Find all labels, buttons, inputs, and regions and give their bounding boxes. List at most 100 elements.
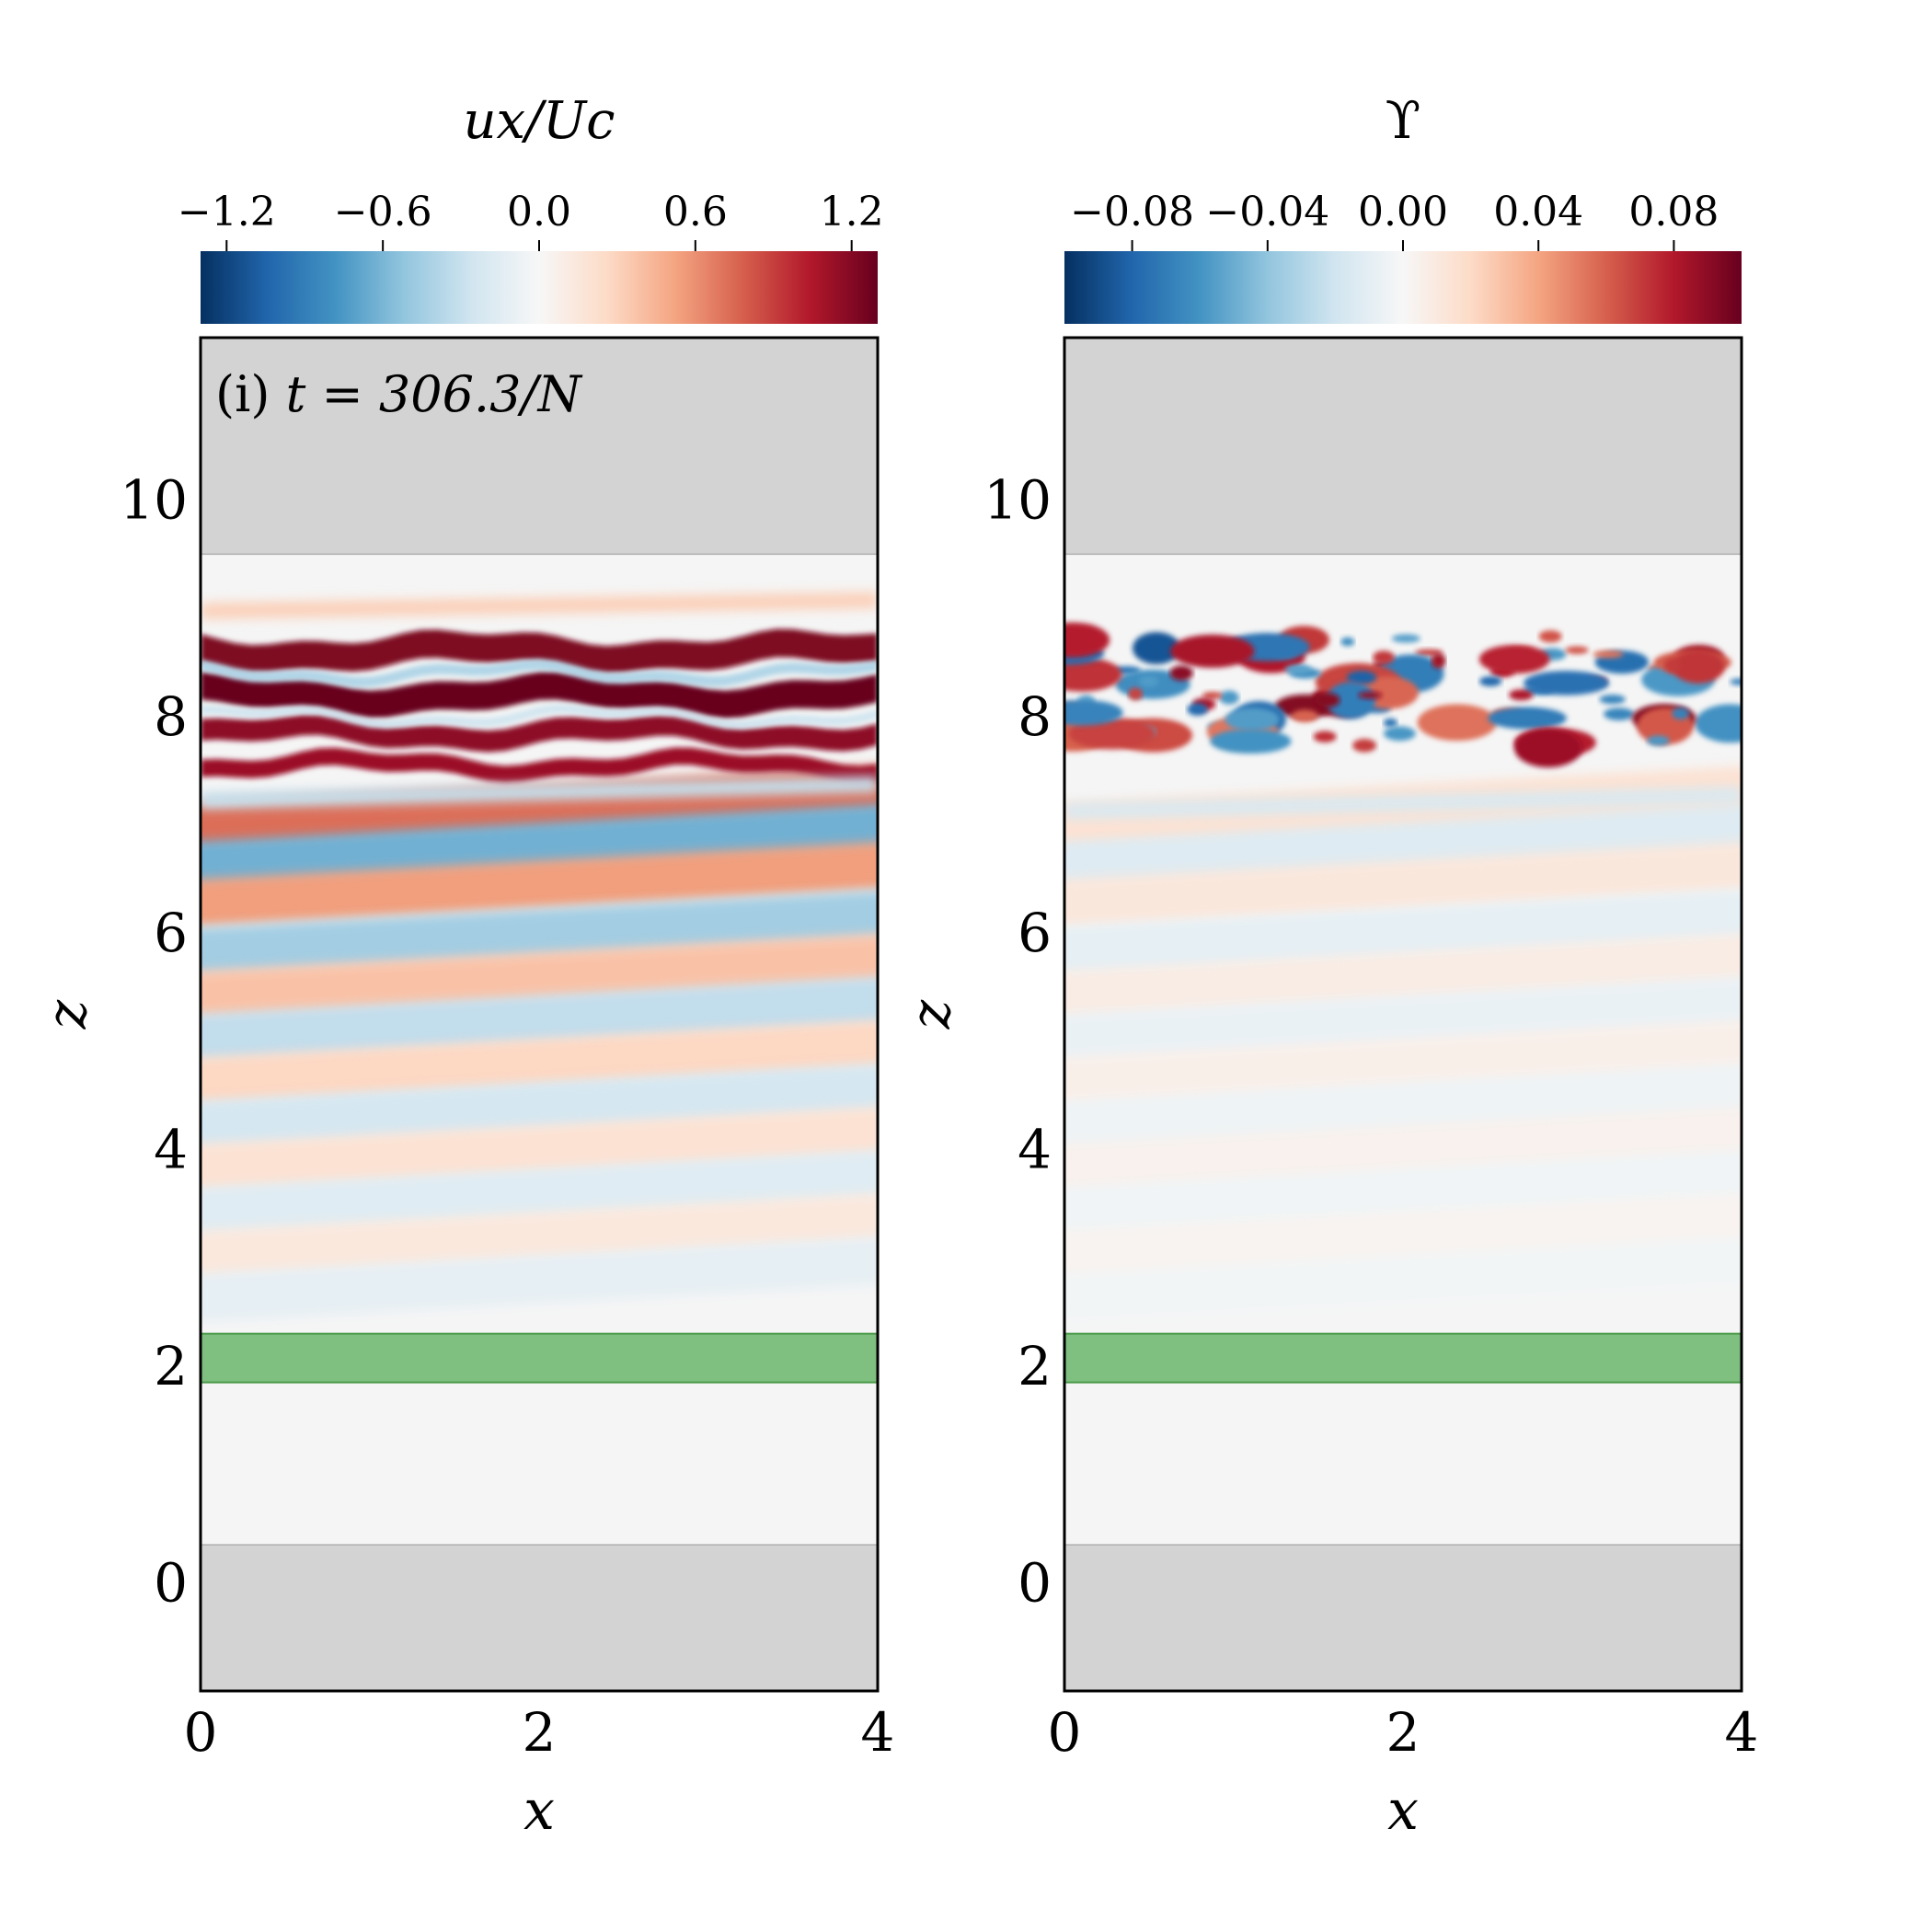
- wave-band: [1064, 804, 1742, 890]
- vortex-blob: [1219, 690, 1239, 705]
- jet-band: [201, 659, 878, 688]
- wave-band: [1064, 1236, 1742, 1322]
- plot-frame-left: [199, 336, 880, 1693]
- y-tick-label: 8: [154, 685, 188, 748]
- wave-band: [201, 1236, 878, 1322]
- vortex-blob: [1730, 678, 1742, 685]
- vortex-blob: [1326, 682, 1376, 719]
- vortex-blob: [1284, 664, 1312, 675]
- wave-band: [201, 1193, 878, 1279]
- colorbar-tick-label: 0.00: [1358, 189, 1448, 236]
- vortex-blob: [1138, 675, 1159, 687]
- wave-band: [201, 804, 878, 890]
- x-tick-label: 2: [523, 1701, 557, 1764]
- wave-band: [1064, 891, 1742, 976]
- panel-label: (i): [215, 365, 286, 423]
- vortex-blob: [1604, 707, 1635, 720]
- vortex-blob: [1478, 676, 1502, 687]
- vortex-blob: [1340, 637, 1355, 647]
- wave-band: [1064, 977, 1742, 1063]
- colorbar-tick-label: −0.08: [1070, 189, 1194, 236]
- y-tick-label: 0: [154, 1551, 188, 1614]
- left-panel: ux/Uc −1.2 −0.6 0.0 0.6 1.2 (i) t = 306.3/N …: [35, 91, 895, 1843]
- vortex-blob: [1210, 729, 1292, 754]
- y-tick-label: 4: [1018, 1119, 1052, 1181]
- wave-band: [1064, 1107, 1742, 1192]
- vortex-blob: [1672, 707, 1690, 719]
- colorbar-tick-label: 1.2: [820, 189, 884, 236]
- colorbar-ticks-left: −1.2 −0.6 0.0 0.6 1.2: [178, 189, 884, 251]
- jet-band: [201, 747, 878, 784]
- vortex-blob: [1133, 632, 1180, 665]
- vortex-blob: [1664, 658, 1682, 673]
- x-tick-label: 4: [1725, 1701, 1759, 1764]
- vortex-blob: [1524, 671, 1610, 696]
- wave-band: [201, 776, 878, 809]
- wave-band: [1064, 1020, 1742, 1106]
- vortex-blob: [1352, 739, 1377, 753]
- wave-band: [201, 891, 878, 976]
- colorbar-tick-label: −1.2: [178, 189, 276, 236]
- vortex-blob: [1315, 693, 1340, 707]
- wave-band: [1064, 1193, 1742, 1279]
- vortex-blob: [1695, 704, 1742, 743]
- wave-band: [201, 1107, 878, 1192]
- vortex-blob: [1291, 709, 1318, 723]
- vortex-blob: [1225, 707, 1280, 731]
- vortex-blob: [1599, 695, 1626, 705]
- wave-band: [201, 1064, 878, 1149]
- vortex-blob: [1514, 728, 1582, 768]
- colorbar-left: [201, 251, 878, 324]
- field-right: [1064, 338, 1742, 1691]
- panel-annotation: (i) t = 306.3/N: [215, 365, 583, 423]
- wave-band: [201, 842, 878, 927]
- x-tick-label: 2: [1386, 1701, 1420, 1764]
- x-ticks-right: 0 2 4: [1048, 1701, 1759, 1764]
- vortex-blob: [1383, 718, 1397, 728]
- x-tick-label: 4: [861, 1701, 895, 1764]
- vortex-blob: [1313, 730, 1337, 742]
- vortex-blob: [1431, 653, 1446, 669]
- masked-region-top-sponge: [1064, 337, 1742, 556]
- y-axis-label-left: z: [35, 999, 99, 1029]
- wave-band: [201, 934, 878, 1019]
- vortex-blob: [1064, 699, 1123, 726]
- x-axis-label-right: x: [1387, 1778, 1419, 1843]
- jet-band: [201, 592, 878, 619]
- y-tick-label: 8: [1018, 685, 1052, 748]
- jet-band: [201, 704, 878, 730]
- vortex-blob: [1346, 671, 1377, 684]
- y-tick-label: 0: [1018, 1551, 1052, 1614]
- wave-band: [201, 1150, 878, 1236]
- y-tick-label: 10: [983, 469, 1052, 532]
- vortex-blob: [1538, 630, 1562, 643]
- vortex-blob: [1565, 646, 1589, 654]
- jet-band: [201, 628, 878, 674]
- vortex-blob: [1187, 703, 1208, 716]
- masked-regions-left: [200, 337, 879, 1692]
- colorbar-tick-label: −0.04: [1205, 189, 1329, 236]
- y-ticks-right: 0 2 4 6 8 10: [983, 469, 1052, 1615]
- jet-band: [201, 671, 878, 719]
- x-ticks-left: 0 2 4: [184, 1701, 895, 1764]
- y-tick-label: 10: [120, 469, 188, 532]
- vortex-blob: [1509, 689, 1534, 701]
- wave-band: [201, 1020, 878, 1106]
- y-tick-label: 4: [154, 1119, 188, 1181]
- vortex-blob: [1358, 691, 1383, 699]
- vortex-blob: [1202, 692, 1223, 699]
- colorbar-tick-label: 0.0: [507, 189, 571, 236]
- colorbar-label-left: ux/Uc: [463, 91, 615, 151]
- masked-region-bottom-sponge: [200, 1544, 879, 1692]
- masked-region-forcing-band: [1064, 1332, 1742, 1384]
- vortex-blob: [1128, 687, 1144, 701]
- colorbar-tick-label: −0.6: [334, 189, 432, 236]
- y-ticks-left: 0 2 4 6 8 10: [120, 469, 188, 1615]
- x-axis-label-left: x: [523, 1778, 555, 1843]
- wave-band: [201, 977, 878, 1063]
- masked-region-top-sponge: [200, 337, 879, 556]
- vortex-blob: [1647, 735, 1670, 746]
- vortex-blob: [1373, 650, 1395, 665]
- masked-region-forcing-band: [200, 1332, 879, 1384]
